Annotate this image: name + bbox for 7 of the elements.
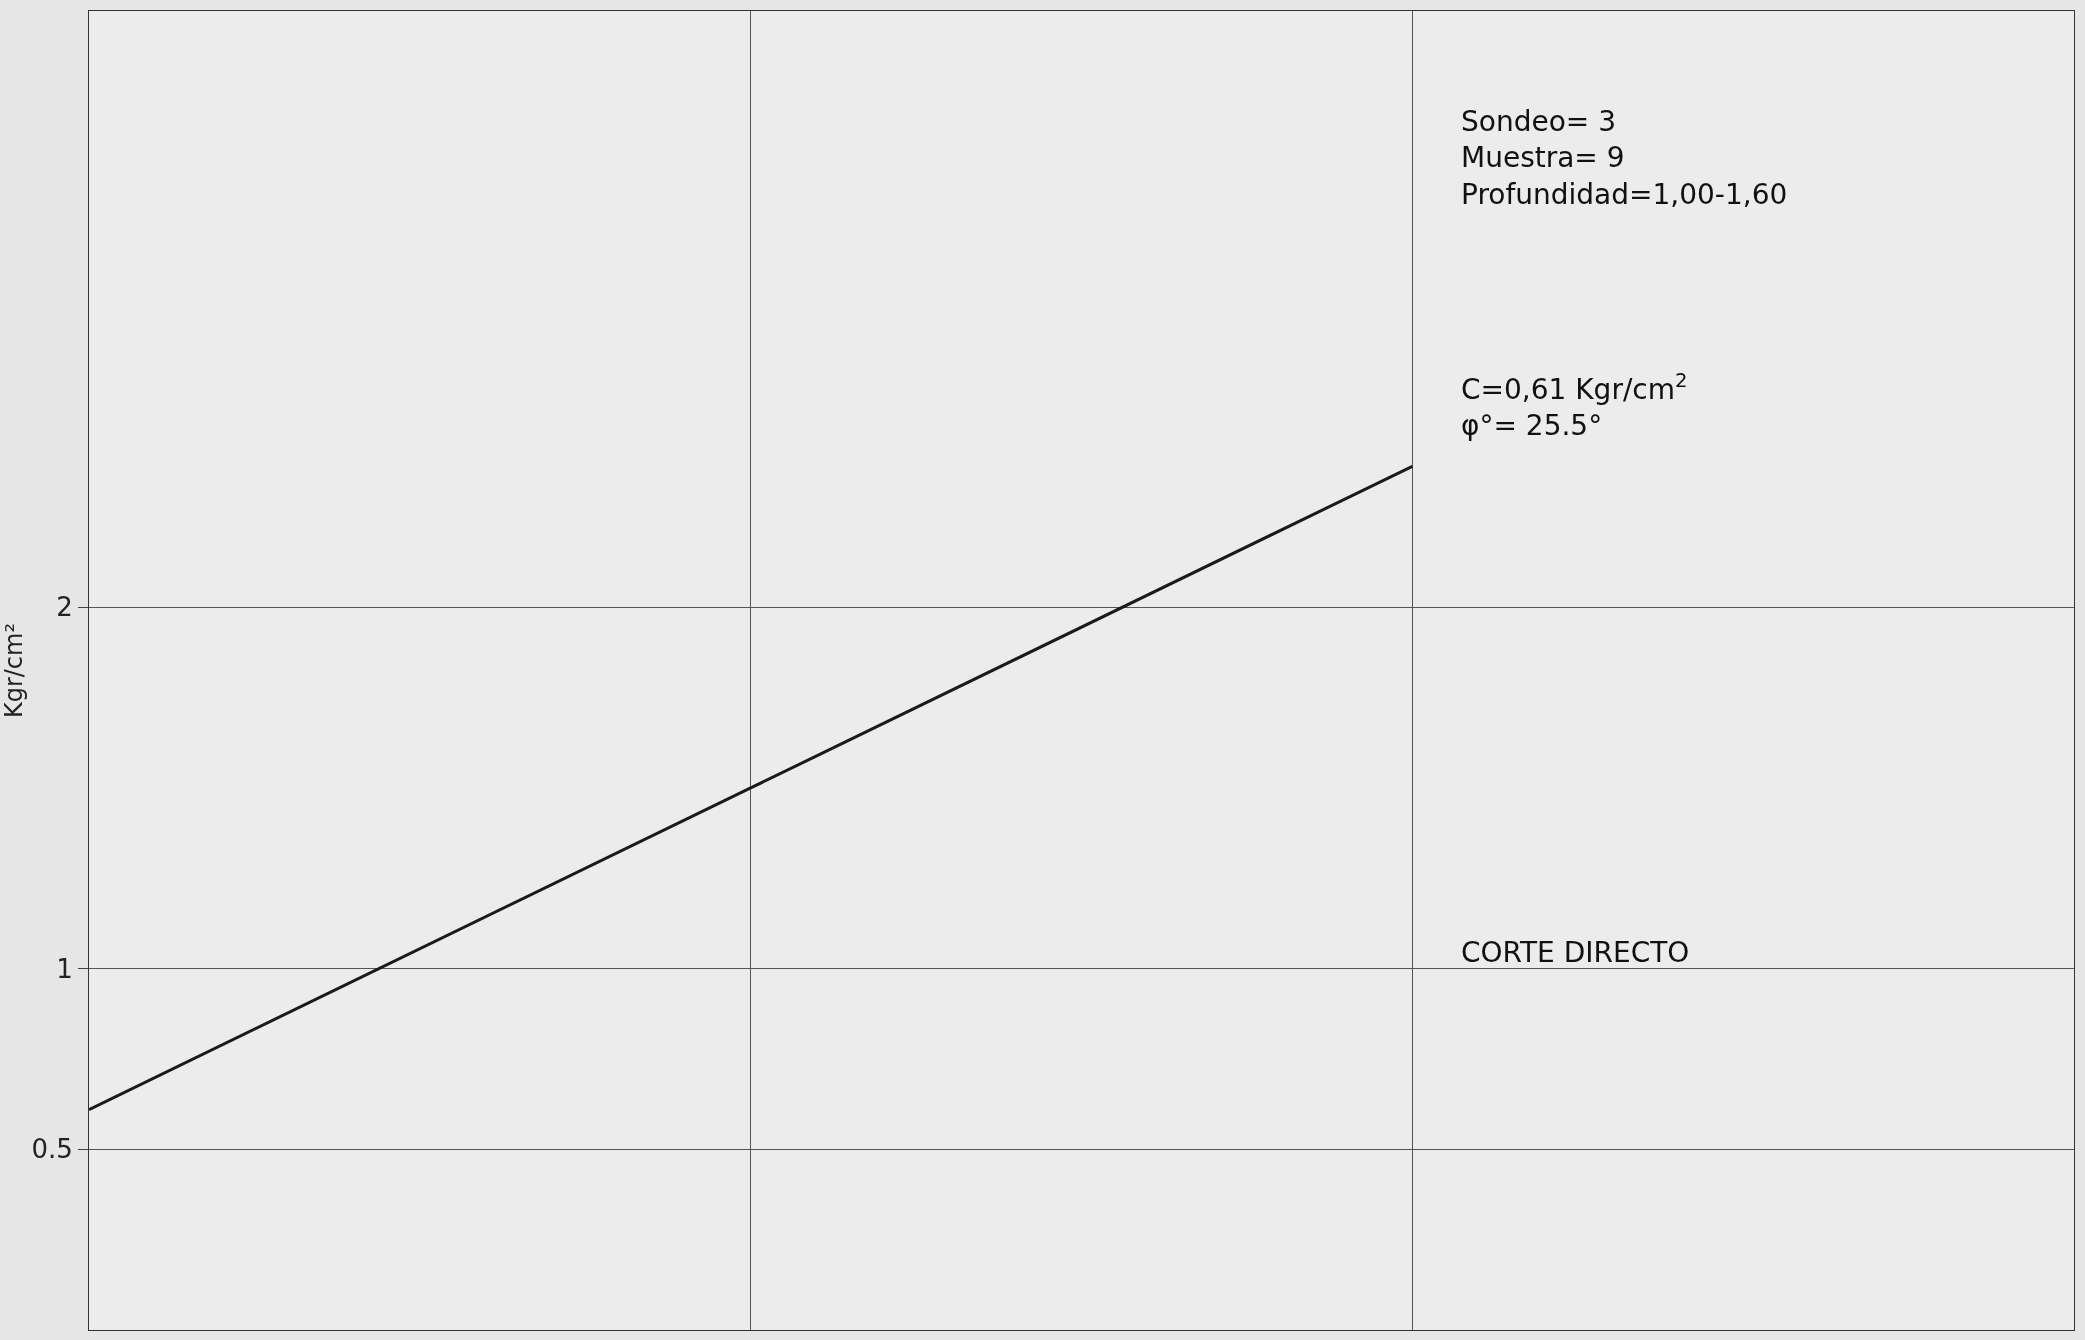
y-tick-label: 0.5 xyxy=(31,1134,73,1165)
annotation: Sondeo= 3 Muestra= 9 Profundidad=1,00-1,60 xyxy=(1461,105,1788,211)
y-tick-label: 2 xyxy=(56,592,73,623)
annotation: CORTE DIRECTO xyxy=(1461,936,1690,969)
text: C=0,61 Kgr/cm$^{2}$ φ°= 25.5° xyxy=(1461,369,1688,443)
y-tick-label: 1 xyxy=(56,953,73,984)
y-axis-title: Kgr/cm² xyxy=(0,622,28,719)
